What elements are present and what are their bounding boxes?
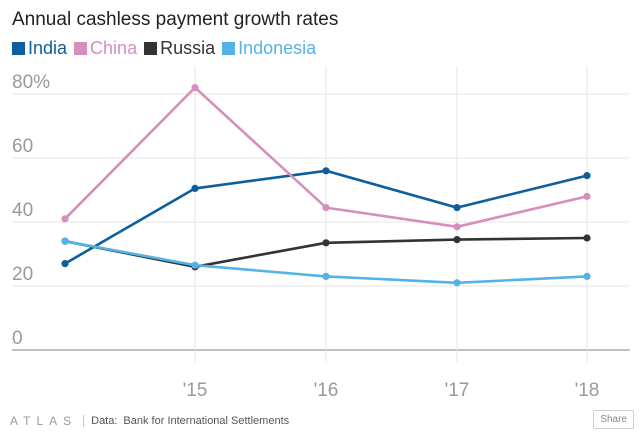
data-point-india-0 [61, 260, 69, 268]
data-point-russia-4 [583, 234, 591, 242]
data-point-indonesia-1 [191, 261, 199, 269]
x-tick-label-3: '17 [445, 380, 470, 401]
legend-label-indonesia: Indonesia [238, 38, 317, 58]
legend: India China Russia Indonesia [12, 38, 323, 59]
brand-logo: ATLAS [10, 414, 78, 428]
legend-item-russia: Russia [144, 38, 215, 59]
legend-swatch-india [12, 42, 25, 55]
data-point-china-1 [191, 84, 199, 92]
line-chart: 0 20 40 60 80% '15 '16 '17 '18 [12, 66, 630, 401]
footer: ATLAS Data: Bank for International Settl… [10, 414, 289, 428]
source-label: Data: [91, 415, 118, 427]
chart-title: Annual cashless payment growth rates [12, 9, 339, 30]
axes: 0 20 40 60 80% '15 '16 '17 '18 [12, 72, 599, 401]
y-tick-label-0: 0 [12, 328, 23, 349]
data-point-indonesia-3 [453, 279, 461, 287]
x-tick-label-2: '16 [314, 380, 339, 401]
gridlines [12, 66, 630, 362]
data-point-china-4 [583, 192, 591, 200]
data-point-india-1 [191, 184, 199, 192]
footer-separator [83, 415, 85, 427]
data-points [61, 84, 591, 287]
data-point-russia-2 [322, 239, 330, 247]
data-point-china-3 [453, 223, 461, 231]
legend-swatch-china [74, 42, 88, 55]
data-point-china-0 [61, 215, 69, 223]
y-tick-label-40: 40 [12, 200, 33, 221]
legend-item-india: India [12, 38, 67, 59]
legend-item-indonesia: Indonesia [222, 38, 316, 59]
y-tick-label-60: 60 [12, 136, 33, 157]
x-tick-label-1: '15 [183, 380, 208, 401]
legend-label-china: China [90, 38, 138, 58]
data-point-russia-3 [453, 236, 461, 244]
data-point-india-4 [583, 172, 591, 180]
legend-label-russia: Russia [160, 38, 216, 58]
data-point-china-2 [322, 204, 330, 212]
data-point-india-2 [322, 167, 330, 175]
legend-swatch-indonesia [222, 42, 236, 55]
legend-label-india: India [28, 38, 68, 58]
x-tick-label-4: '18 [575, 380, 600, 401]
data-point-indonesia-2 [322, 272, 330, 280]
y-tick-label-20: 20 [12, 264, 33, 285]
source-text: Bank for International Settlements [123, 415, 290, 427]
data-point-indonesia-4 [583, 272, 591, 280]
share-button[interactable]: Share [593, 410, 634, 429]
data-point-india-3 [453, 204, 461, 212]
y-tick-label-80: 80% [12, 72, 50, 93]
legend-swatch-russia [144, 42, 158, 55]
legend-item-china: China [74, 38, 137, 59]
data-point-indonesia-0 [61, 237, 69, 245]
